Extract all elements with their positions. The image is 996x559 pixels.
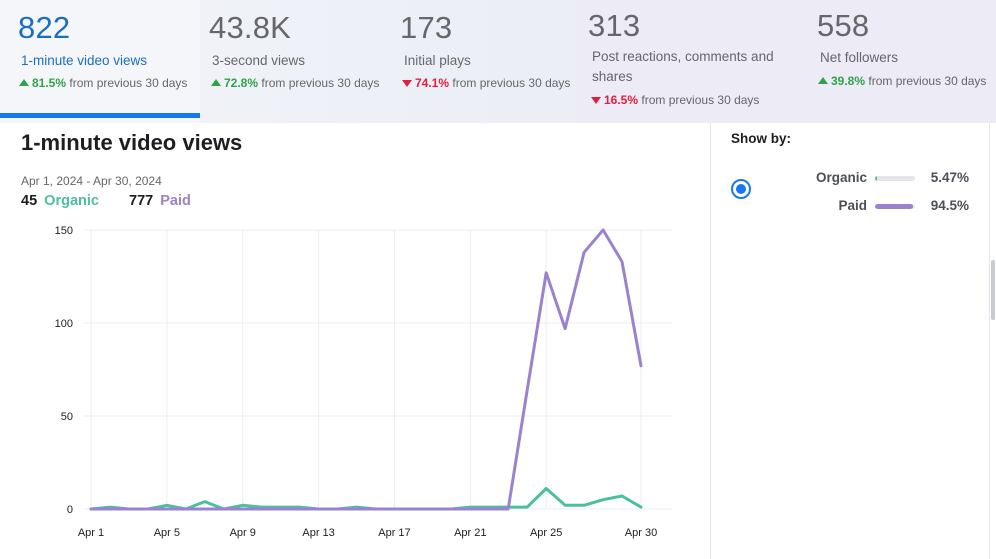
- metric-change: 74.1% from previous 30 days: [402, 76, 570, 90]
- metric-change-text: from previous 30 days: [69, 76, 188, 90]
- metric-change: 16.5% from previous 30 days: [591, 93, 759, 107]
- show-by-name: Organic: [815, 170, 867, 185]
- x-tick-label: Apr 21: [454, 527, 486, 539]
- metric-change-text: from previous 30 days: [261, 76, 380, 90]
- panel-edge: [989, 123, 990, 559]
- metric-change-pct: 74.1%: [415, 76, 450, 90]
- x-tick-label: Apr 17: [378, 527, 410, 539]
- metric-change: 81.5% from previous 30 days: [19, 76, 187, 90]
- series-line-organic: [89, 487, 643, 511]
- metric-change-pct: 16.5%: [604, 93, 639, 107]
- metric-change-pct: 81.5%: [32, 76, 67, 90]
- share-bar-fill: [875, 204, 913, 209]
- breakdown-summary: 45 Organic 777 Paid: [21, 193, 191, 209]
- metric-change-text: from previous 30 days: [868, 74, 987, 88]
- metric-value: 43.8K: [209, 10, 292, 45]
- metric-strip: 822 1-minute video views 81.5% from prev…: [0, 0, 996, 123]
- metric-change-pct: 39.8%: [831, 74, 866, 88]
- metric-label: 3-second views: [212, 53, 306, 68]
- arrow-down-icon: [402, 80, 412, 87]
- share-bar: [875, 176, 915, 181]
- metric-label: Net followers: [820, 50, 899, 65]
- metric-change: 72.8% from previous 30 days: [211, 76, 379, 90]
- metric-change: 39.8% from previous 30 days: [818, 74, 986, 88]
- x-tick-label: Apr 9: [230, 527, 256, 539]
- metric-label: Post reactions, comments and shares: [592, 49, 774, 84]
- arrow-up-icon: [211, 79, 221, 86]
- show-by-name: Paid: [838, 198, 867, 213]
- y-tick-label: 100: [55, 318, 73, 330]
- metric-value: 822: [18, 10, 71, 45]
- metric-tab-initial-plays[interactable]: 173 Initial plays 74.1% from previous 30…: [392, 0, 576, 123]
- metric-tab-net-followers[interactable]: 558 Net followers 39.8% from previous 30…: [806, 0, 996, 123]
- show-by-row-organic: Organic 5.47%: [760, 170, 975, 190]
- arrow-up-icon: [818, 77, 828, 84]
- line-chart: 0 50 100 150 Apr 1 Apr 5 Apr 9 Apr 13 Apr 17 Apr …: [55, 225, 672, 539]
- y-tick-label: 150: [55, 225, 73, 237]
- active-tab-indicator: [0, 113, 200, 118]
- show-by-radio[interactable]: [731, 179, 751, 199]
- y-tick-label: 0: [67, 504, 73, 516]
- metric-value: 313: [588, 8, 641, 43]
- show-by-pct: 5.47%: [930, 170, 969, 185]
- arrow-up-icon: [19, 79, 29, 86]
- x-tick-label: Apr 5: [154, 527, 180, 539]
- metric-change-pct: 72.8%: [224, 76, 259, 90]
- arrow-down-icon: [591, 97, 601, 104]
- x-tick-label: Apr 30: [625, 527, 657, 539]
- organic-label: Organic: [44, 193, 99, 209]
- show-by-row-paid: Paid 94.5%: [760, 198, 975, 218]
- metric-tab-3-second-views[interactable]: 43.8K 3-second views 72.8% from previous…: [200, 0, 392, 123]
- metric-value: 558: [817, 8, 870, 43]
- paid-label: Paid: [160, 193, 191, 209]
- metric-value: 173: [400, 10, 453, 45]
- metric-tab-post-reactions[interactable]: 313 Post reactions, comments and shares …: [576, 0, 806, 123]
- series-line-paid: [89, 228, 643, 511]
- x-tick-label: Apr 1: [78, 527, 104, 539]
- share-bar-fill: [875, 176, 878, 181]
- metric-strip-secondary-bg: [576, 0, 996, 123]
- panel-divider: [710, 123, 711, 559]
- chart-title: 1-minute video views: [21, 130, 243, 155]
- share-bar: [875, 204, 915, 209]
- metric-change-text: from previous 30 days: [452, 76, 571, 90]
- metric-label: 1-minute video views: [21, 53, 148, 68]
- organic-count: 45: [21, 193, 38, 209]
- y-tick-label: 50: [61, 411, 73, 423]
- scrollbar-thumb[interactable]: [991, 260, 995, 320]
- date-range: Apr 1, 2024 - Apr 30, 2024: [21, 174, 162, 188]
- metric-label: Initial plays: [404, 53, 471, 68]
- show-by-title: Show by:: [731, 131, 791, 146]
- metric-tab-1-minute-views[interactable]: 822 1-minute video views 81.5% from prev…: [0, 0, 200, 123]
- paid-count: 777: [129, 193, 154, 209]
- show-by-pct: 94.5%: [930, 198, 969, 213]
- x-tick-label: Apr 25: [530, 527, 562, 539]
- x-tick-label: Apr 13: [302, 527, 334, 539]
- metric-change-text: from previous 30 days: [641, 93, 760, 107]
